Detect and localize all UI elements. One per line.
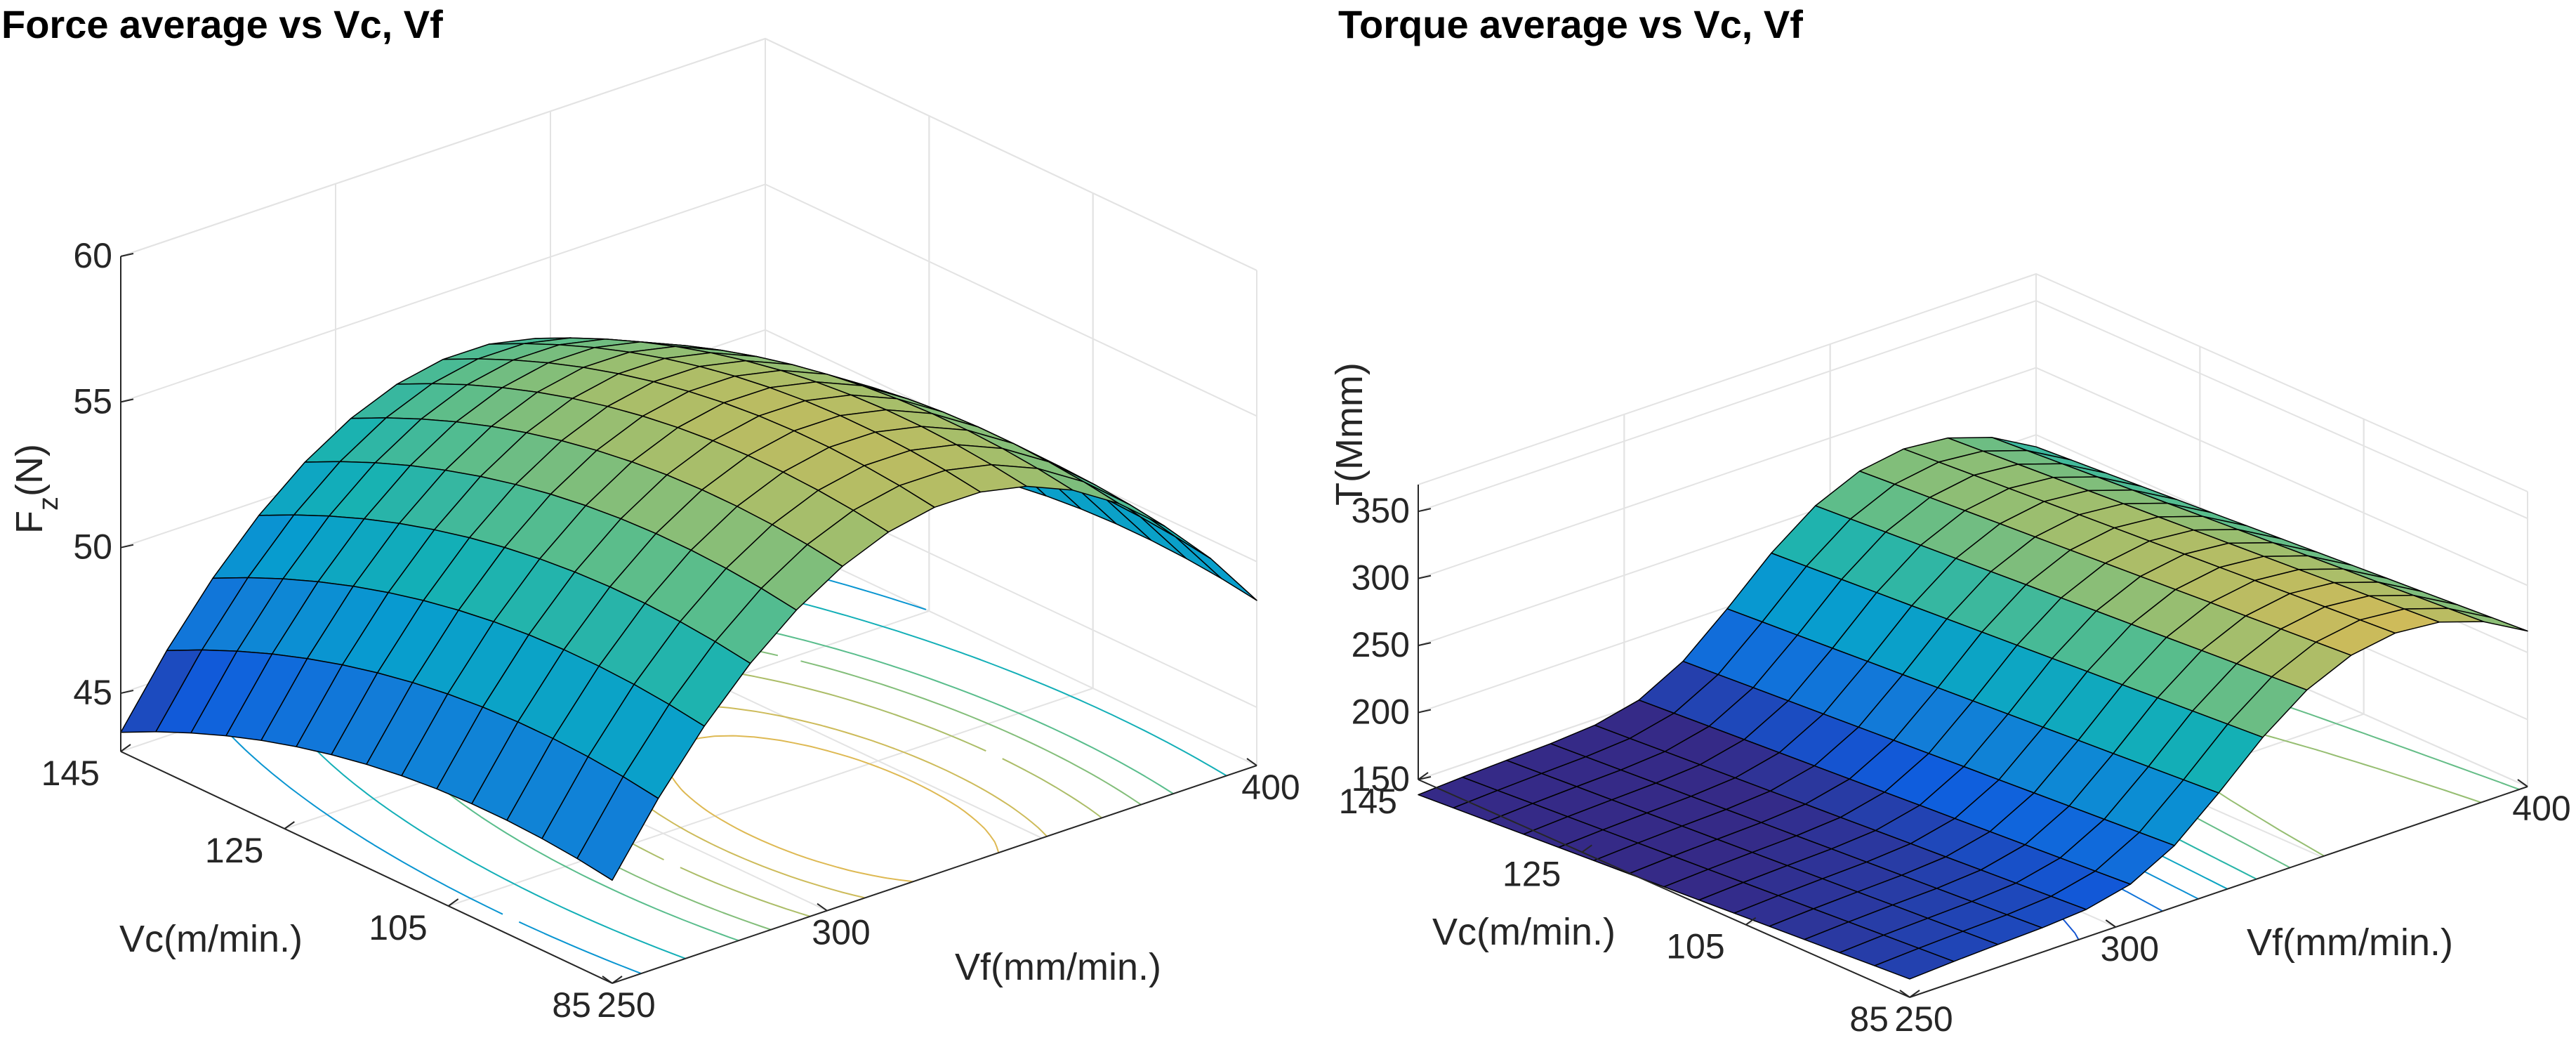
z-tick-label: 300	[1352, 558, 1410, 598]
y-axis-line	[1418, 779, 1910, 998]
y-tick-mark	[120, 744, 131, 752]
y-tick-label: 125	[205, 831, 263, 870]
z-tick-mark	[1418, 642, 1432, 647]
surface-patch	[576, 776, 659, 881]
torque-chart: 150 200 250 300 350 85 105 125 145 250 300 400 Torq…	[1328, 2, 2571, 1039]
y-tick-mark	[1745, 917, 1757, 926]
z-tick-label: 350	[1352, 491, 1410, 530]
z-tick-mark	[120, 690, 134, 695]
y-tick-label: 145	[41, 754, 100, 793]
force-chart: 45 50 55 60 85 105 125 145 250 300 400 Force avera…	[1, 2, 1300, 1025]
force-axes: 45 50 55 60 85 105 125 145 250 300 400	[41, 236, 1300, 1025]
y-axis-line	[120, 751, 613, 984]
y-tick-mark	[284, 821, 295, 829]
y-tick-mark	[1909, 990, 1920, 998]
surface-patch	[1874, 947, 1955, 980]
x-tick-mark	[2517, 779, 2528, 787]
force-surface	[120, 337, 1257, 881]
z-tick-label: 250	[1352, 625, 1410, 664]
grid-line	[120, 37, 1257, 271]
torque-z-axis-label: T(Mmm)	[1328, 362, 1370, 506]
z-tick-label: 200	[1352, 692, 1410, 732]
z-tick-mark	[1418, 575, 1432, 579]
y-tick-label: 145	[1339, 782, 1397, 821]
y-tick-label: 85	[1849, 999, 1889, 1039]
surface-patch	[1104, 498, 1187, 560]
x-tick-label: 250	[597, 985, 655, 1025]
z-tick-label: 55	[73, 381, 112, 421]
x-tick-mark	[602, 976, 613, 984]
x-tick-label: 400	[2512, 789, 2570, 828]
y-tick-mark	[1418, 772, 1429, 780]
z-tick-label: 60	[73, 236, 112, 275]
x-tick-label: 300	[2101, 929, 2159, 969]
y-tick-mark	[448, 898, 459, 907]
z-tick-label: 45	[73, 673, 112, 712]
y-tick-label: 125	[1502, 854, 1561, 893]
x-tick-label: 400	[1241, 768, 1300, 807]
z-tick-mark	[120, 253, 134, 257]
z-tick-label: 50	[73, 527, 112, 567]
z-tick-mark	[120, 544, 134, 549]
y-tick-label: 105	[369, 908, 427, 947]
y-tick-mark	[612, 976, 623, 984]
x-tick-mark	[817, 902, 828, 912]
force-y-axis-label: Vc(m/min.)	[119, 918, 303, 960]
force-x-axis-label: Vf(mm/min.)	[955, 946, 1161, 988]
x-tick-label: 250	[1894, 999, 1953, 1039]
torque-x-axis-label: Vf(mm/min.)	[2247, 921, 2453, 964]
torque-chart-title: Torque average vs Vc, Vf	[1338, 2, 1803, 46]
force-chart-title: Force average vs Vc, Vf	[1, 2, 443, 46]
x-tick-mark	[1246, 758, 1257, 766]
torque-surface	[1418, 437, 2528, 980]
torque-axes: 150 200 250 300 350 85 105 125 145 250 300 400	[1339, 485, 2571, 1039]
torque-y-axis-label: Vc(m/min.)	[1432, 911, 1616, 953]
z-tick-mark	[1418, 508, 1432, 513]
x-axis-line	[612, 765, 1257, 984]
z-tick-mark	[120, 398, 134, 403]
force-z-axis-label: Fz(N)	[8, 444, 64, 534]
z-tick-mark	[1418, 709, 1432, 714]
y-tick-label: 85	[552, 985, 591, 1025]
z-tick-label: 150	[1352, 759, 1410, 799]
surface-patch	[1175, 536, 1257, 601]
x-tick-mark	[1899, 990, 1910, 998]
x-tick-mark	[2105, 919, 2116, 928]
x-tick-label: 300	[812, 913, 870, 952]
x-axis-line	[1909, 786, 2528, 998]
z-tick-mark	[1418, 776, 1432, 780]
y-tick-label: 105	[1666, 927, 1724, 966]
grid-line	[120, 37, 1257, 271]
y-tick-mark	[1581, 844, 1592, 853]
